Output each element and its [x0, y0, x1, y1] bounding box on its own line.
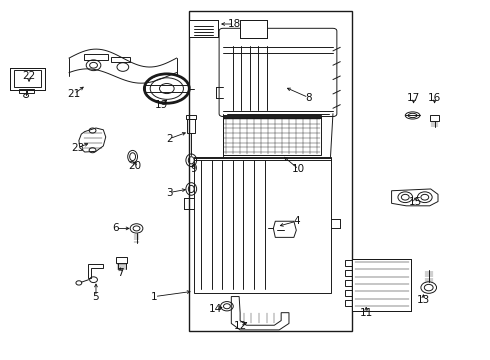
Bar	[344, 300, 352, 306]
Text: 10: 10	[292, 164, 305, 174]
Text: 21: 21	[67, 89, 81, 99]
Bar	[240, 21, 267, 39]
Bar	[344, 260, 352, 266]
Text: 17: 17	[407, 93, 420, 103]
Text: 8: 8	[305, 93, 312, 103]
Text: 23: 23	[71, 143, 84, 153]
Text: 19: 19	[155, 100, 169, 110]
Text: 7: 7	[117, 268, 123, 278]
Text: 15: 15	[408, 197, 422, 207]
Text: 1: 1	[151, 292, 158, 302]
Bar	[344, 270, 352, 276]
Bar	[344, 280, 352, 286]
Text: 9: 9	[191, 164, 197, 174]
Text: 3: 3	[166, 188, 172, 198]
Bar	[14, 70, 41, 87]
Bar	[223, 117, 321, 155]
Bar	[352, 259, 411, 311]
Bar	[111, 57, 130, 62]
Bar	[344, 290, 352, 296]
Bar	[430, 115, 440, 121]
Text: 16: 16	[428, 93, 441, 103]
Text: 5: 5	[93, 292, 99, 302]
Bar	[186, 116, 196, 119]
Text: 22: 22	[23, 71, 36, 81]
Bar	[194, 157, 331, 293]
Bar	[27, 89, 34, 93]
Bar	[117, 257, 127, 263]
Bar	[10, 68, 45, 90]
Bar	[240, 21, 267, 39]
Text: 13: 13	[416, 295, 430, 305]
Text: 18: 18	[228, 19, 241, 29]
Text: 12: 12	[234, 321, 247, 331]
Bar	[189, 12, 352, 330]
Bar	[187, 119, 195, 134]
Bar	[189, 21, 218, 37]
Text: 4: 4	[293, 216, 299, 226]
Text: 11: 11	[360, 309, 373, 318]
Bar	[19, 89, 26, 93]
Text: 14: 14	[209, 304, 222, 314]
Bar	[10, 68, 45, 90]
Bar	[189, 21, 218, 37]
Bar	[223, 115, 321, 118]
Text: 2: 2	[166, 134, 172, 144]
Text: 6: 6	[112, 224, 119, 233]
Bar	[145, 85, 189, 92]
Text: 20: 20	[128, 161, 142, 171]
Bar	[84, 54, 108, 60]
Bar	[352, 259, 411, 311]
